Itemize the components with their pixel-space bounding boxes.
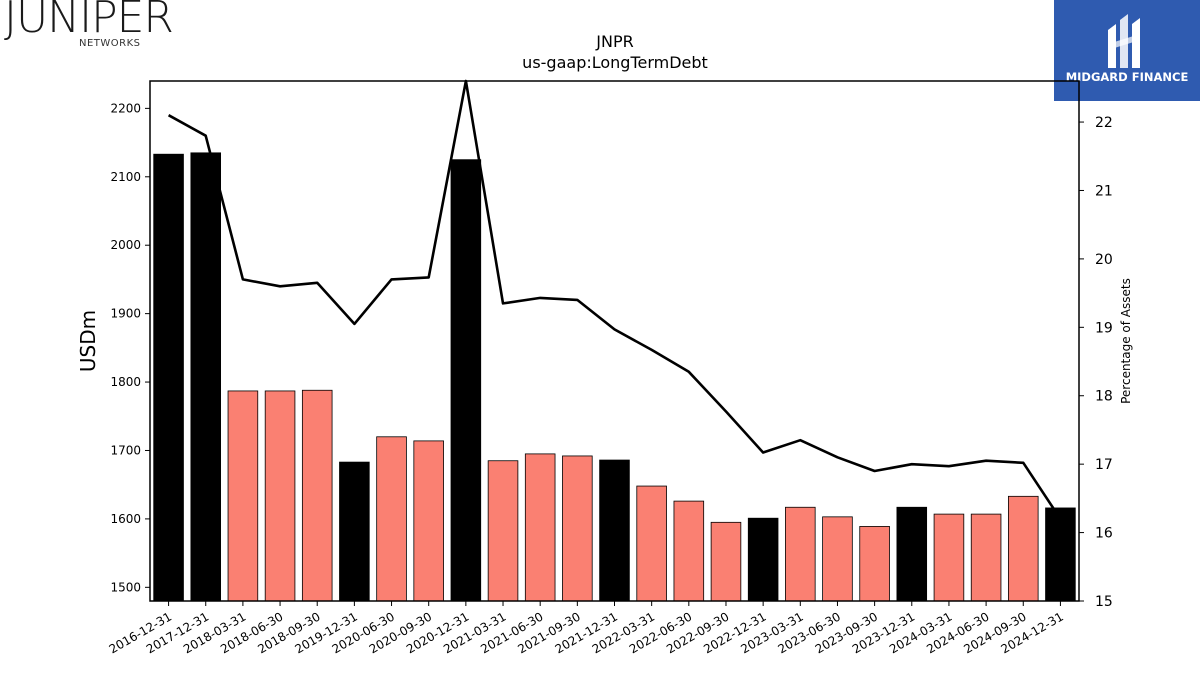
y2-tick-label-22: 22 (1095, 115, 1113, 131)
y-tick-label-1900: 1900 (110, 307, 141, 321)
bar-2020-12-31 (450, 159, 482, 602)
bar-2023-09-30 (859, 526, 890, 602)
bar-2016-12-31 (153, 153, 184, 602)
bar-2022-03-31 (636, 485, 667, 602)
bar-2021-06-30 (524, 453, 556, 602)
bar-2018-09-30 (301, 389, 333, 602)
bar-2022-12-31 (747, 517, 779, 602)
bar-2018-03-31 (227, 390, 259, 602)
bar-2020-06-30 (376, 436, 407, 602)
bar-2021-12-31 (599, 459, 630, 602)
y2-tick-label-16: 16 (1095, 526, 1113, 542)
bar-2018-06-30 (264, 390, 296, 602)
bar-2023-06-30 (822, 516, 853, 602)
y2-tick-label-19: 19 (1095, 320, 1113, 336)
y-tick-label-1500: 1500 (110, 580, 141, 594)
y-tick-label-1600: 1600 (110, 512, 141, 526)
midgard-logo-text: MIDGARD FINANCE (1065, 70, 1189, 84)
y2-axis-label: Percentage of Assets (1119, 278, 1133, 404)
bar-2021-09-30 (562, 455, 593, 602)
bar-2023-03-31 (785, 506, 816, 602)
juniper-logo: JUNIPER NETWORKS (4, 0, 174, 50)
y2-tick-label-15: 15 (1095, 594, 1113, 610)
y2-tick-label-20: 20 (1095, 252, 1113, 268)
bar-2024-09-30 (1007, 495, 1039, 602)
bar-2020-09-30 (413, 440, 444, 602)
y-tick-label-2100: 2100 (110, 170, 141, 184)
bar-2022-06-30 (673, 500, 705, 602)
y-tick-label-1700: 1700 (110, 443, 141, 457)
juniper-logo-wordmark: JUNIPER (4, 0, 174, 43)
bar-2024-06-30 (970, 513, 1002, 602)
y2-tick-label-21: 21 (1095, 183, 1113, 199)
y-tick-label-1800: 1800 (110, 375, 141, 389)
midgard-emblem-icon (1108, 14, 1140, 68)
bar-2024-12-31 (1045, 507, 1076, 602)
y-tick-label-2200: 2200 (110, 101, 141, 115)
chart-subtitle: us-gaap:LongTermDebt (522, 53, 708, 72)
bar-2019-12-31 (339, 461, 370, 602)
y2-tick-label-18: 18 (1095, 389, 1113, 405)
bar-2022-09-30 (710, 521, 742, 602)
bar-2021-03-31 (487, 460, 519, 602)
percentage-line (167, 79, 1062, 520)
bar-2017-12-31 (190, 152, 222, 602)
y-axis-label: USDm (76, 310, 100, 372)
juniper-logo-subtext: NETWORKS (79, 38, 141, 49)
y-tick-label-2000: 2000 (110, 238, 141, 252)
bar-2024-03-31 (933, 513, 965, 602)
bar-2023-12-31 (896, 506, 928, 602)
y2-tick-label-17: 17 (1095, 457, 1113, 473)
chart-title: JNPR (596, 32, 634, 51)
